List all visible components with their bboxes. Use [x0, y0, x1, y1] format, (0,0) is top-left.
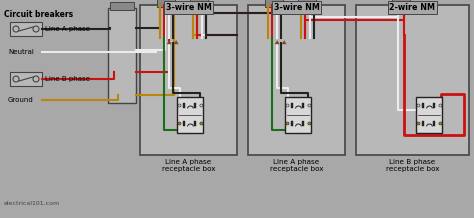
Bar	[291, 121, 293, 126]
Bar	[248, 5, 345, 155]
Circle shape	[308, 122, 311, 125]
Bar	[433, 121, 435, 126]
Bar	[108, 8, 136, 103]
Bar	[157, 0, 175, 7]
Bar	[417, 97, 442, 133]
Bar	[301, 102, 304, 107]
Bar	[422, 102, 424, 107]
Bar	[193, 121, 196, 126]
Text: Circuit breakers: Circuit breakers	[4, 10, 73, 19]
Bar	[433, 102, 435, 107]
Bar	[301, 121, 304, 126]
Bar	[110, 2, 134, 10]
Bar	[298, 0, 316, 7]
Bar	[392, 0, 410, 7]
Bar	[177, 97, 203, 133]
Bar	[182, 121, 185, 126]
Text: 3-wire NM: 3-wire NM	[273, 3, 319, 12]
Bar	[193, 102, 196, 107]
Text: Line B phase: Line B phase	[45, 76, 90, 82]
Bar	[422, 121, 424, 126]
Circle shape	[286, 122, 289, 125]
Text: Ground: Ground	[8, 97, 34, 103]
Text: Line A phase
receptacle box: Line A phase receptacle box	[270, 159, 323, 172]
Circle shape	[200, 104, 203, 107]
Bar	[190, 0, 208, 7]
Circle shape	[417, 104, 420, 107]
Text: Line A phase: Line A phase	[45, 26, 90, 32]
Text: electrical101.com: electrical101.com	[4, 201, 60, 206]
Bar	[356, 5, 469, 155]
Circle shape	[178, 122, 181, 125]
Circle shape	[286, 104, 289, 107]
Bar	[291, 102, 293, 107]
Bar	[140, 5, 237, 155]
Polygon shape	[167, 40, 172, 44]
Circle shape	[417, 122, 420, 125]
Text: 3-wire NM: 3-wire NM	[165, 3, 211, 12]
Circle shape	[439, 122, 442, 125]
Bar	[285, 97, 311, 133]
Text: Neutral: Neutral	[8, 49, 34, 55]
Bar	[10, 22, 42, 36]
Bar	[182, 102, 185, 107]
Circle shape	[439, 104, 442, 107]
Text: 2-wire NM: 2-wire NM	[390, 3, 436, 12]
Text: Line A phase
receptacle box: Line A phase receptacle box	[162, 159, 215, 172]
Circle shape	[200, 122, 203, 125]
Polygon shape	[282, 40, 287, 44]
Bar	[265, 0, 283, 7]
Circle shape	[178, 104, 181, 107]
Polygon shape	[174, 40, 179, 44]
Circle shape	[308, 104, 311, 107]
Text: Line B phase
receptacle box: Line B phase receptacle box	[386, 159, 439, 172]
Polygon shape	[275, 40, 280, 44]
Bar	[10, 72, 42, 86]
